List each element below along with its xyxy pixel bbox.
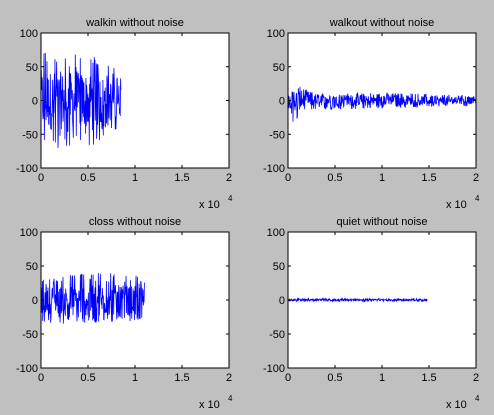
- y-tick-label: 0: [32, 295, 38, 307]
- x-tick-label: 2: [473, 372, 479, 384]
- x-tick-label: 1: [379, 172, 385, 184]
- signal-series-1: [41, 52, 122, 148]
- x-tick-label: 1: [132, 172, 138, 184]
- y-tick-label: -100: [16, 363, 38, 375]
- x-tick-label: 0.5: [80, 172, 95, 184]
- x-tick-label: 1.5: [421, 172, 436, 184]
- y-tick-label: -50: [22, 329, 38, 341]
- y-tick-label: 50: [26, 261, 38, 273]
- x-multiplier-label: x 10: [446, 399, 467, 411]
- y-tick-label: 100: [20, 227, 38, 239]
- subplot-2: walkout without noise 0 0.5 1 1.5 2 -100 -50 0 50…: [263, 17, 480, 211]
- x-tick-label: 0.5: [80, 372, 95, 384]
- x-multiplier-label: x 10: [199, 199, 220, 211]
- x-tick-label: 0: [38, 172, 44, 184]
- y-tick-label: 100: [267, 28, 285, 40]
- subplot-1: walkin without noise 0 0.5 1 1.5 2 -100 -50 0 50 1…: [16, 17, 233, 211]
- y-tick-label: -50: [269, 129, 285, 141]
- x-multiplier-exponent: 4: [475, 194, 480, 203]
- x-multiplier-exponent: 4: [228, 394, 233, 403]
- y-tick-label: 0: [279, 96, 285, 108]
- x-multiplier-label: x 10: [199, 399, 220, 411]
- x-tick-label: 2: [226, 372, 232, 384]
- y-tick-label: 0: [32, 96, 38, 108]
- subplot-3: closs without noise 0 0.5 1 1.5 2 -100 -50 0 50 10…: [16, 216, 233, 411]
- y-tick-label: 50: [273, 261, 285, 273]
- subplot-title: walkin without noise: [85, 17, 184, 29]
- x-tick-label: 0.5: [327, 172, 342, 184]
- x-multiplier-exponent: 4: [228, 194, 233, 203]
- x-multiplier-label: x 10: [446, 199, 467, 211]
- y-tick-label: 50: [26, 62, 38, 74]
- subplot-title: closs without noise: [89, 216, 181, 228]
- signal-series-1: [41, 273, 145, 324]
- x-tick-label: 1.5: [174, 172, 189, 184]
- y-tick-label: -50: [269, 329, 285, 341]
- subplot-title: walkout without noise: [329, 17, 435, 29]
- signal-series-1: [288, 297, 428, 303]
- x-tick-label: 0: [285, 372, 291, 384]
- x-tick-label: 1.5: [421, 372, 436, 384]
- y-tick-label: -100: [263, 163, 285, 175]
- x-tick-label: 0.5: [327, 372, 342, 384]
- x-tick-label: 0: [38, 372, 44, 384]
- x-multiplier-exponent: 4: [475, 394, 480, 403]
- x-tick-label: 2: [473, 172, 479, 184]
- signal-series-1: [288, 86, 476, 122]
- x-tick-label: 2: [226, 172, 232, 184]
- x-tick-label: 1.5: [174, 372, 189, 384]
- x-tick-label: 0: [285, 172, 291, 184]
- y-tick-label: 100: [20, 28, 38, 40]
- x-tick-label: 1: [379, 372, 385, 384]
- y-tick-label: 0: [279, 295, 285, 307]
- x-tick-label: 1: [132, 372, 138, 384]
- y-tick-label: -100: [16, 163, 38, 175]
- y-tick-label: -100: [263, 363, 285, 375]
- y-tick-label: -50: [22, 129, 38, 141]
- subplot-title: quiet without noise: [336, 216, 427, 228]
- subplot-4: quiet without noise 0 0.5 1 1.5 2 -100 -50 0 50 10…: [263, 216, 480, 411]
- y-tick-label: 50: [273, 62, 285, 74]
- y-tick-label: 100: [267, 227, 285, 239]
